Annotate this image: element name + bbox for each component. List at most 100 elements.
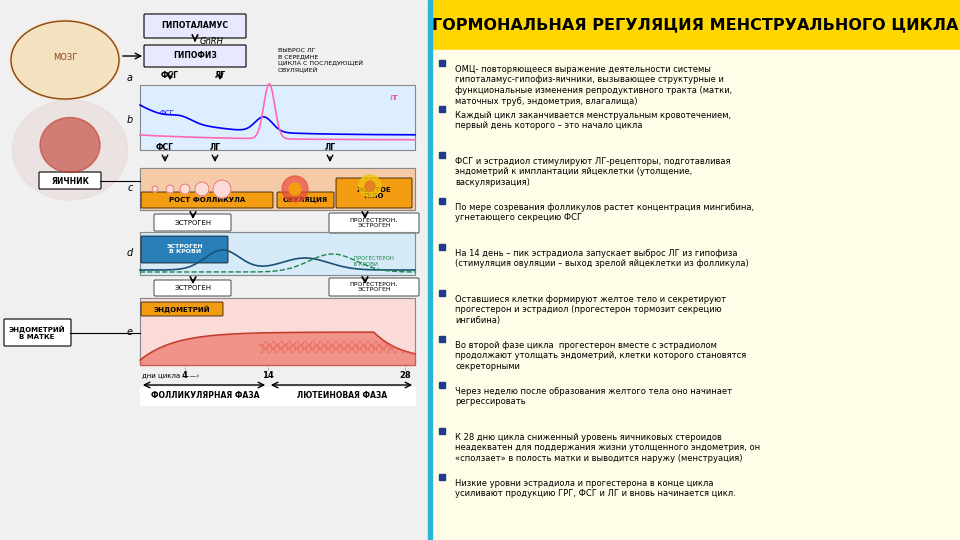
- FancyBboxPatch shape: [144, 45, 246, 67]
- Text: дни цикла ——›: дни цикла ——›: [142, 372, 200, 378]
- Text: Через неделю после образования желтого тела оно начинает: Через неделю после образования желтого т…: [455, 387, 732, 396]
- Text: ЭНДОМЕТРИЙ
В МАТКЕ: ЭНДОМЕТРИЙ В МАТКЕ: [9, 326, 65, 340]
- Text: ВЫБРОС ЛГ
В СЕРЕДИНЕ
ЦИКЛА С ПОСЛЕДУЮЩЕЙ
ОВУЛЯЦИЕЙ: ВЫБРОС ЛГ В СЕРЕДИНЕ ЦИКЛА С ПОСЛЕДУЮЩЕЙ…: [278, 48, 363, 72]
- Text: ЭСТРОГЕН: ЭСТРОГЕН: [175, 285, 211, 291]
- Text: неадекватен для поддержания жизни утолщенного эндометрия, он: неадекватен для поддержания жизни утолще…: [455, 443, 760, 453]
- FancyBboxPatch shape: [277, 192, 334, 208]
- Bar: [140, 298, 415, 365]
- Text: прогестерон и эстрадиол (прогестерон тормозит секрецию: прогестерон и эстрадиол (прогестерон тор…: [455, 306, 722, 314]
- Text: ФСГ: ФСГ: [160, 110, 175, 116]
- Ellipse shape: [40, 118, 100, 172]
- Text: Каждый цикл заканчивается менструальным кровотечением,: Каждый цикл заканчивается менструальным …: [455, 111, 732, 120]
- Circle shape: [289, 183, 301, 195]
- Circle shape: [213, 180, 231, 198]
- Circle shape: [166, 185, 174, 193]
- Text: К 28 дню цикла сниженный уровень яичниковых стероидов: К 28 дню цикла сниженный уровень яичнико…: [455, 433, 722, 442]
- Text: первый день которого – это начало цикла: первый день которого – это начало цикла: [455, 122, 642, 131]
- Text: угнетающего секрецию ФСГ: угнетающего секрецию ФСГ: [455, 213, 582, 222]
- Text: ПРОГЕСТЕРОН,
ЭСТРОГЕН: ПРОГЕСТЕРОН, ЭСТРОГЕН: [349, 281, 398, 292]
- Text: ПРОГЕСТЕРОН,
ЭСТРОГЕН: ПРОГЕСТЕРОН, ЭСТРОГЕН: [349, 218, 398, 228]
- Bar: [140, 85, 415, 150]
- Bar: [140, 168, 415, 210]
- Text: ЭНДОМЕТРИЙ: ЭНДОМЕТРИЙ: [154, 305, 210, 313]
- Text: гипоталамус-гипофиз-яичники, вызывающее структурные и: гипоталамус-гипофиз-яичники, вызывающее …: [455, 76, 724, 84]
- Text: ОМЦ- повторяющееся выражение деятельности системы: ОМЦ- повторяющееся выражение деятельност…: [455, 65, 710, 74]
- Text: секреторными: секреторными: [455, 362, 520, 371]
- Text: РОСТ ФОЛЛИКУЛА: РОСТ ФОЛЛИКУЛА: [169, 197, 245, 203]
- Circle shape: [180, 184, 190, 194]
- Text: ЛГ: ЛГ: [324, 143, 336, 152]
- Text: Низкие уровни эстрадиола и прогестерона в конце цикла: Низкие уровни эстрадиола и прогестерона …: [455, 479, 713, 488]
- Text: - ПРОГЕСТЕРОН
  В КРОВИ: - ПРОГЕСТЕРОН В КРОВИ: [350, 256, 394, 267]
- Circle shape: [152, 186, 158, 192]
- Text: 14: 14: [262, 370, 274, 380]
- Text: ЛГ: ЛГ: [390, 95, 399, 101]
- Text: продолжают утолщать эндометрий, клетки которого становятся: продолжают утолщать эндометрий, клетки к…: [455, 352, 746, 361]
- Circle shape: [195, 182, 209, 196]
- FancyBboxPatch shape: [141, 236, 228, 263]
- FancyBboxPatch shape: [144, 14, 246, 38]
- Ellipse shape: [12, 100, 128, 200]
- Circle shape: [365, 181, 375, 191]
- Text: e: e: [127, 327, 133, 337]
- Bar: [140, 168, 415, 210]
- Bar: [270, 387, 415, 405]
- Text: ингибина): ингибина): [455, 316, 500, 325]
- Text: 4: 4: [182, 370, 188, 380]
- Text: Оставшиеся клетки формируют желтое тело и секретируют: Оставшиеся клетки формируют желтое тело …: [455, 295, 726, 304]
- Text: эндометрий к имплантации яйцеклетки (утолщение,: эндометрий к имплантации яйцеклетки (уто…: [455, 167, 692, 177]
- Text: «сползает» в полость матки и выводится наружу (менструация): «сползает» в полость матки и выводится н…: [455, 454, 742, 463]
- Bar: [0, 0, 428, 540]
- FancyBboxPatch shape: [336, 178, 412, 208]
- Text: c: c: [128, 183, 133, 193]
- Text: ГОРМОНАЛЬНАЯ РЕГУЛЯЦИЯ МЕНСТРУАЛЬНОГО ЦИКЛА: ГОРМОНАЛЬНАЯ РЕГУЛЯЦИЯ МЕНСТРУАЛЬНОГО ЦИ…: [432, 17, 958, 32]
- Text: ОВУЛЯЦИЯ: ОВУЛЯЦИЯ: [282, 197, 327, 203]
- Bar: [140, 85, 415, 150]
- Bar: [140, 232, 415, 275]
- Text: функциональные изменения репродуктивного тракта (матки,: функциональные изменения репродуктивного…: [455, 86, 732, 95]
- FancyBboxPatch shape: [4, 319, 71, 346]
- Text: ФОЛЛИКУЛЯРНАЯ ФАЗА: ФОЛЛИКУЛЯРНАЯ ФАЗА: [151, 392, 259, 401]
- Circle shape: [359, 175, 381, 197]
- Text: 28: 28: [399, 370, 411, 380]
- Bar: [140, 387, 270, 405]
- Bar: [140, 232, 415, 275]
- Text: d: d: [127, 248, 133, 258]
- Text: васкуляризация): васкуляризация): [455, 178, 530, 187]
- Text: ГИПОФИЗ: ГИПОФИЗ: [173, 51, 217, 60]
- Bar: [430, 50, 960, 540]
- Text: ФСГ: ФСГ: [161, 71, 179, 80]
- Text: ФСГ и эстрадиол стимулируют ЛГ-рецепторы, подготавливая: ФСГ и эстрадиол стимулируют ЛГ-рецепторы…: [455, 157, 731, 166]
- Text: ЭСТРОГЕН: ЭСТРОГЕН: [175, 220, 211, 226]
- Text: ЛГ: ЛГ: [214, 71, 226, 80]
- Bar: [428, 0, 432, 540]
- Text: ЛЮТЕИНОВАЯ ФАЗА: ЛЮТЕИНОВАЯ ФАЗА: [297, 392, 387, 401]
- FancyBboxPatch shape: [154, 280, 231, 296]
- Ellipse shape: [10, 20, 120, 100]
- Text: a: a: [127, 73, 133, 83]
- Text: Во второй фазе цикла  прогестерон вместе с эстрадиолом: Во второй фазе цикла прогестерон вместе …: [455, 341, 717, 350]
- Text: По мере созревания фолликулов растет концентрация мингибина,: По мере созревания фолликулов растет кон…: [455, 203, 755, 212]
- Text: b: b: [127, 115, 133, 125]
- Text: На 14 день – пик эстрадиола запускает выброс ЛГ из гипофиза: На 14 день – пик эстрадиола запускает вы…: [455, 249, 737, 258]
- Text: ФСГ: ФСГ: [156, 143, 174, 152]
- Text: ЖЕЛТОЕ
ТЕЛО: ЖЕЛТОЕ ТЕЛО: [356, 186, 392, 199]
- Text: регрессировать: регрессировать: [455, 397, 526, 407]
- Circle shape: [282, 176, 308, 202]
- FancyBboxPatch shape: [329, 213, 419, 233]
- Text: (стимуляция овуляции – выход зрелой яйцеклетки из фолликула): (стимуляция овуляции – выход зрелой яйце…: [455, 260, 749, 268]
- Text: МОЗГ: МОЗГ: [53, 53, 77, 63]
- FancyBboxPatch shape: [154, 214, 231, 231]
- Text: ЯИЧНИК: ЯИЧНИК: [51, 177, 89, 186]
- Text: маточных труб, эндометрия, влагалища): маточных труб, эндометрия, влагалища): [455, 97, 637, 105]
- FancyBboxPatch shape: [141, 302, 223, 316]
- Bar: [430, 0, 960, 50]
- FancyBboxPatch shape: [39, 172, 101, 189]
- Bar: [140, 298, 415, 365]
- Text: ЛГ: ЛГ: [209, 143, 221, 152]
- Text: ЭСТРОГЕН
В КРОВИ: ЭСТРОГЕН В КРОВИ: [167, 244, 204, 254]
- FancyBboxPatch shape: [329, 278, 419, 296]
- Text: GnRH: GnRH: [200, 37, 224, 45]
- FancyBboxPatch shape: [141, 192, 273, 208]
- Text: ГИПОТАЛАМУС: ГИПОТАЛАМУС: [161, 22, 228, 30]
